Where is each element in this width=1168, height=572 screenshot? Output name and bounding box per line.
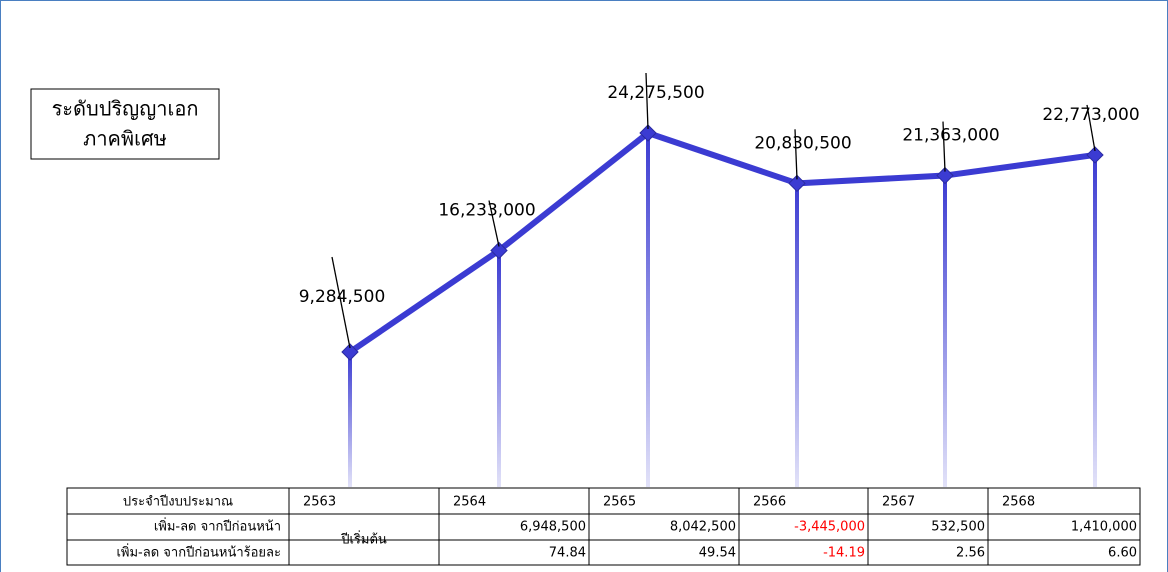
- table: ประจำปีงบประมาณ 2563 2564 2565 2566 2567 2568 ป…: [66, 487, 1141, 566]
- data-label: 16,233,000: [438, 200, 535, 220]
- leader-line: [331, 256, 351, 349]
- title-box: [30, 88, 220, 160]
- drop-line: [1093, 154, 1097, 487]
- leader-line: [942, 121, 946, 172]
- table-cell: 49.54: [699, 546, 736, 561]
- header-cell: 2565: [603, 495, 636, 510]
- leader-line: [794, 129, 798, 180]
- header-cell: 2567: [882, 495, 915, 510]
- marker: [341, 343, 359, 361]
- marker: [490, 241, 508, 260]
- data-label: 20,830,500: [754, 133, 851, 153]
- chart-title: ภาคพิเศษ: [83, 127, 167, 151]
- marker: [788, 174, 806, 193]
- table-cell: 2.56: [956, 546, 985, 561]
- drop-line: [497, 250, 501, 487]
- drop-line: [348, 352, 352, 487]
- header-cell: 2568: [1002, 495, 1035, 510]
- leader-line: [488, 200, 500, 247]
- data-label: 22,773,000: [1042, 105, 1139, 125]
- table-cell: -3,445,000: [794, 520, 865, 535]
- data-label: 24,275,500: [607, 83, 704, 103]
- marker: [1086, 146, 1104, 164]
- drop-line: [795, 183, 799, 487]
- leader-line: [1086, 104, 1096, 152]
- drop-line: [646, 133, 650, 487]
- header-cell: ประจำปีงบประมาณ: [123, 494, 233, 510]
- table-cell: 8,042,500: [670, 520, 736, 535]
- marker: [639, 124, 657, 142]
- marker: [936, 166, 954, 185]
- data-label: 9,284,500: [299, 287, 386, 307]
- chart-title: ระดับปริญญาเอก: [52, 97, 199, 121]
- start-cell: ปีเริ่มต้น: [340, 531, 387, 548]
- header-cell: 2563: [303, 495, 336, 510]
- table-cell: 74.84: [549, 546, 586, 561]
- table-cell: 532,500: [931, 520, 985, 535]
- drop-line: [943, 175, 947, 487]
- table-cell: -14.19: [823, 546, 865, 561]
- table-bg: [66, 487, 1141, 566]
- table-cell: 6,948,500: [520, 520, 586, 535]
- table-cell: 6.60: [1108, 546, 1137, 561]
- line: [348, 130, 1096, 355]
- header-cell: 2566: [753, 495, 786, 510]
- row-label: เพิ่ม-ลด จากปีก่อนหน้า: [154, 518, 281, 535]
- header-cell: 2564: [453, 495, 486, 510]
- leader-line: [645, 72, 649, 130]
- merge-cover: [290, 514, 438, 540]
- data-label: 21,363,000: [902, 126, 999, 146]
- row-label: เพิ่ม-ลด จากปีก่อนหน้าร้อยละ: [116, 544, 281, 561]
- table-cell: 1,410,000: [1071, 520, 1137, 535]
